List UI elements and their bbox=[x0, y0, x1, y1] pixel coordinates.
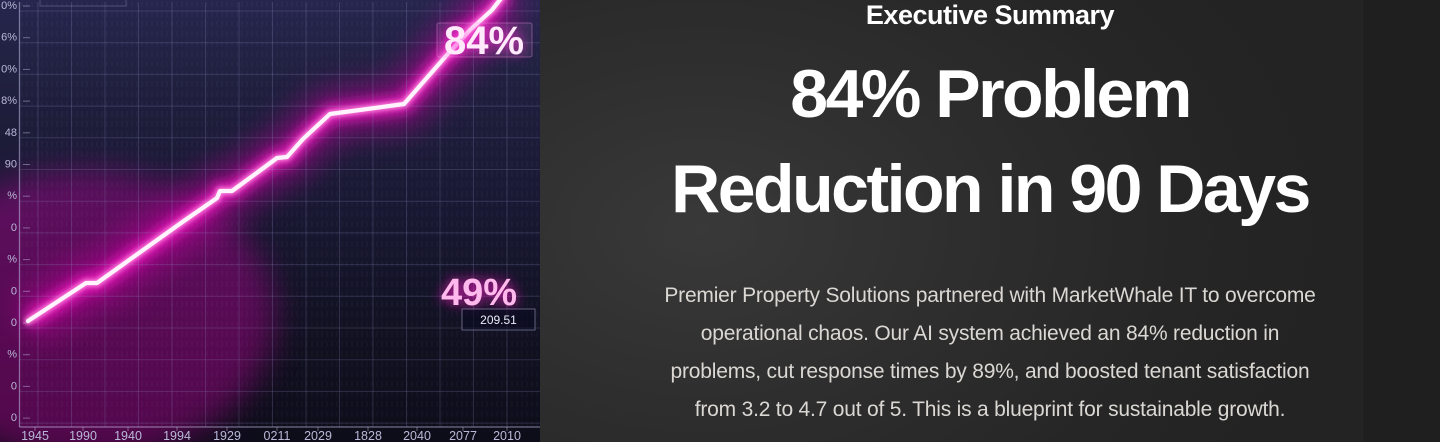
top-left-box bbox=[39, 0, 127, 7]
x-axis-tick-label: 1990 bbox=[69, 429, 97, 442]
y-axis-tick-label: 0% bbox=[1, 0, 17, 12]
y-axis-tick-label: 8% bbox=[1, 95, 17, 107]
peak-label-box bbox=[436, 22, 533, 58]
y-axis-tick-label: 0% bbox=[1, 63, 17, 75]
y-axis-tick-label: % bbox=[7, 190, 17, 202]
peak-label: 84% bbox=[444, 19, 524, 63]
page-title: 84% Problem Reduction in 90 Days bbox=[540, 47, 1440, 237]
y-axis-tick-label: 0 bbox=[11, 412, 17, 424]
mid-label-glow: 49% bbox=[441, 272, 517, 314]
x-axis-tick-label: 1929 bbox=[213, 429, 241, 442]
y-axis-tick-label: 0 bbox=[11, 380, 17, 392]
title-line-2: Reduction in 90 Days bbox=[671, 151, 1311, 227]
peak-label-glow: 84% bbox=[444, 19, 524, 63]
summary-paragraph: Premier Property Solutions partnered wit… bbox=[540, 277, 1440, 429]
x-axis-tick-label: 0211 bbox=[264, 429, 291, 442]
summary-line-1: Premier Property Solutions partnered wit… bbox=[664, 284, 1316, 307]
y-axis-tick-label: 0 bbox=[11, 285, 17, 297]
mid-label: 49% bbox=[441, 272, 517, 314]
x-axis-tick-label: 1940 bbox=[114, 429, 142, 442]
title-line-1: 84% Problem bbox=[790, 56, 1192, 132]
y-axis-tick-label: 6% bbox=[1, 32, 17, 44]
y-axis-tick-label: % bbox=[7, 254, 17, 266]
chart-image: 0% 6% 0% 8% 48 90% 0% 0 0% 0 0 1945 1990 1940 1994 1929… bbox=[0, 0, 540, 442]
summary-line-3: problems, cut response times by 89%, and… bbox=[670, 360, 1310, 383]
y-axis-tick-label: 0 bbox=[11, 222, 17, 234]
x-axis-tick-label: 1994 bbox=[163, 429, 191, 442]
chart-grid bbox=[19, 2, 540, 427]
y-axis-tick-label: 90 bbox=[5, 159, 17, 171]
content-panel: Executive Summary 84% Problem Reduction … bbox=[540, 0, 1440, 442]
mid-value: 209.51 bbox=[480, 313, 517, 327]
x-axis-tick-label: 2077 bbox=[449, 429, 477, 442]
chart-texture bbox=[19, 2, 540, 427]
chart-axes: 0% 6% 0% 8% 48 90% 0% 0 0% 0 0 1945 1990 1940 1994 1929… bbox=[1, 0, 540, 442]
summary-line-2: operational chaos. Our AI system achieve… bbox=[700, 322, 1280, 345]
x-axis-tick-label: 2010 bbox=[493, 429, 521, 442]
eyebrow-heading: Executive Summary bbox=[865, 0, 1115, 30]
x-axis-tick-label: 2029 bbox=[304, 429, 332, 442]
chart-line bbox=[24, 0, 505, 325]
x-axis-tick-label: 2040 bbox=[403, 429, 431, 442]
x-axis-tick-label: 1828 bbox=[354, 429, 382, 442]
mid-value-box: 209.51 bbox=[461, 308, 536, 331]
y-axis-tick-label: 0 bbox=[11, 317, 17, 329]
y-axis-tick-label: % bbox=[7, 349, 17, 361]
summary-line-4: from 3.2 to 4.7 out of 5. This is a blue… bbox=[694, 398, 1286, 421]
x-axis-tick-label: 1945 bbox=[21, 429, 49, 442]
y-axis-tick-label: 48 bbox=[5, 127, 17, 139]
neon-line-chart: 0% 6% 0% 8% 48 90% 0% 0 0% 0 0 1945 1990 1940 1994 1929… bbox=[0, 0, 540, 442]
